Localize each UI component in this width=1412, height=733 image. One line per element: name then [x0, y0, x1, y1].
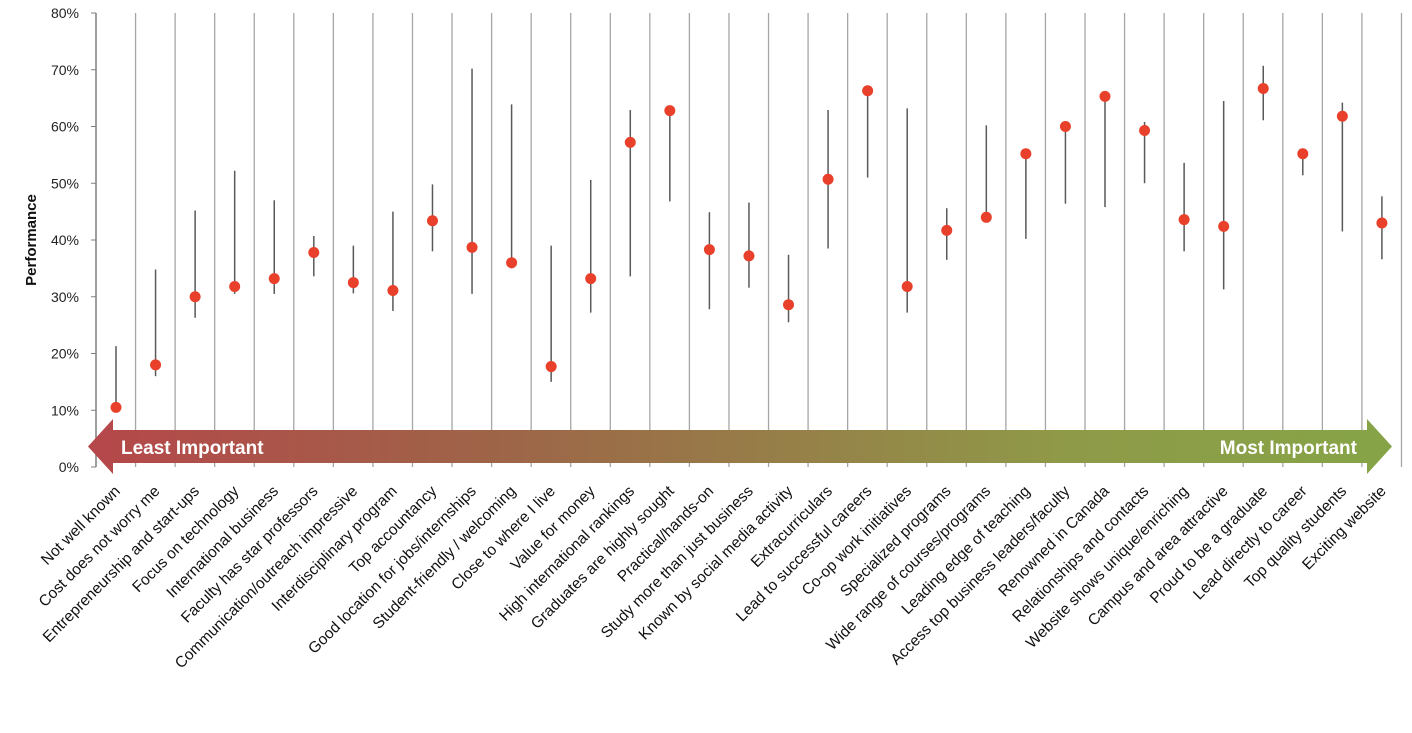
data-point	[506, 257, 518, 269]
data-point	[110, 401, 122, 413]
y-tick-label: 50%	[51, 175, 79, 191]
y-tick-label: 10%	[51, 402, 79, 418]
category-label: Entrepreneurship and start-ups	[40, 483, 203, 646]
y-axis: 0% 10% 20% 30% 40% 50% 60% 70% 80%	[51, 5, 97, 475]
data-point	[703, 244, 715, 256]
data-point	[743, 250, 755, 262]
data-point	[1297, 148, 1309, 160]
range-lines	[115, 65, 1383, 411]
data-point	[268, 273, 280, 285]
data-point	[308, 246, 320, 258]
data-point	[783, 299, 795, 311]
data-point	[822, 173, 834, 185]
y-tick-label: 70%	[51, 62, 79, 78]
data-point	[545, 361, 557, 373]
y-tick-label: 60%	[51, 119, 79, 135]
data-point	[901, 281, 913, 293]
data-point	[1178, 214, 1190, 226]
data-point	[1336, 110, 1348, 122]
data-point	[941, 224, 953, 236]
data-point	[1099, 90, 1111, 102]
data-point	[585, 273, 597, 285]
data-point	[347, 277, 359, 289]
vertical-gridlines	[134, 13, 1403, 467]
y-tick-label: 80%	[51, 5, 79, 21]
most-important-label: Most Important	[1220, 438, 1358, 459]
data-point	[1139, 124, 1151, 136]
importance-arrow-shape	[88, 419, 1392, 474]
data-point	[1257, 82, 1269, 94]
data-point	[624, 136, 636, 148]
data-point	[862, 85, 874, 97]
data-point	[1059, 121, 1071, 132]
y-tick-label: 20%	[51, 346, 79, 362]
y-axis-title: Performance	[23, 194, 40, 286]
data-point	[387, 285, 399, 297]
data-point	[426, 215, 438, 227]
data-point	[466, 241, 478, 253]
data-point	[229, 281, 241, 293]
performance-points	[110, 82, 1388, 413]
least-important-label: Least Important	[121, 438, 264, 459]
y-tick-label: 0%	[59, 459, 79, 475]
data-point	[1376, 217, 1388, 229]
data-point	[1218, 220, 1230, 232]
data-point	[664, 105, 676, 117]
y-tick-label: 30%	[51, 289, 79, 305]
category-label: Communication/outreach impressive	[172, 483, 361, 672]
data-point	[150, 359, 162, 371]
data-point	[189, 291, 201, 303]
data-point	[1020, 148, 1032, 160]
y-tick-label: 40%	[51, 232, 79, 248]
importance-arrow: Least Important Most Important	[88, 419, 1392, 474]
data-point	[980, 211, 992, 223]
